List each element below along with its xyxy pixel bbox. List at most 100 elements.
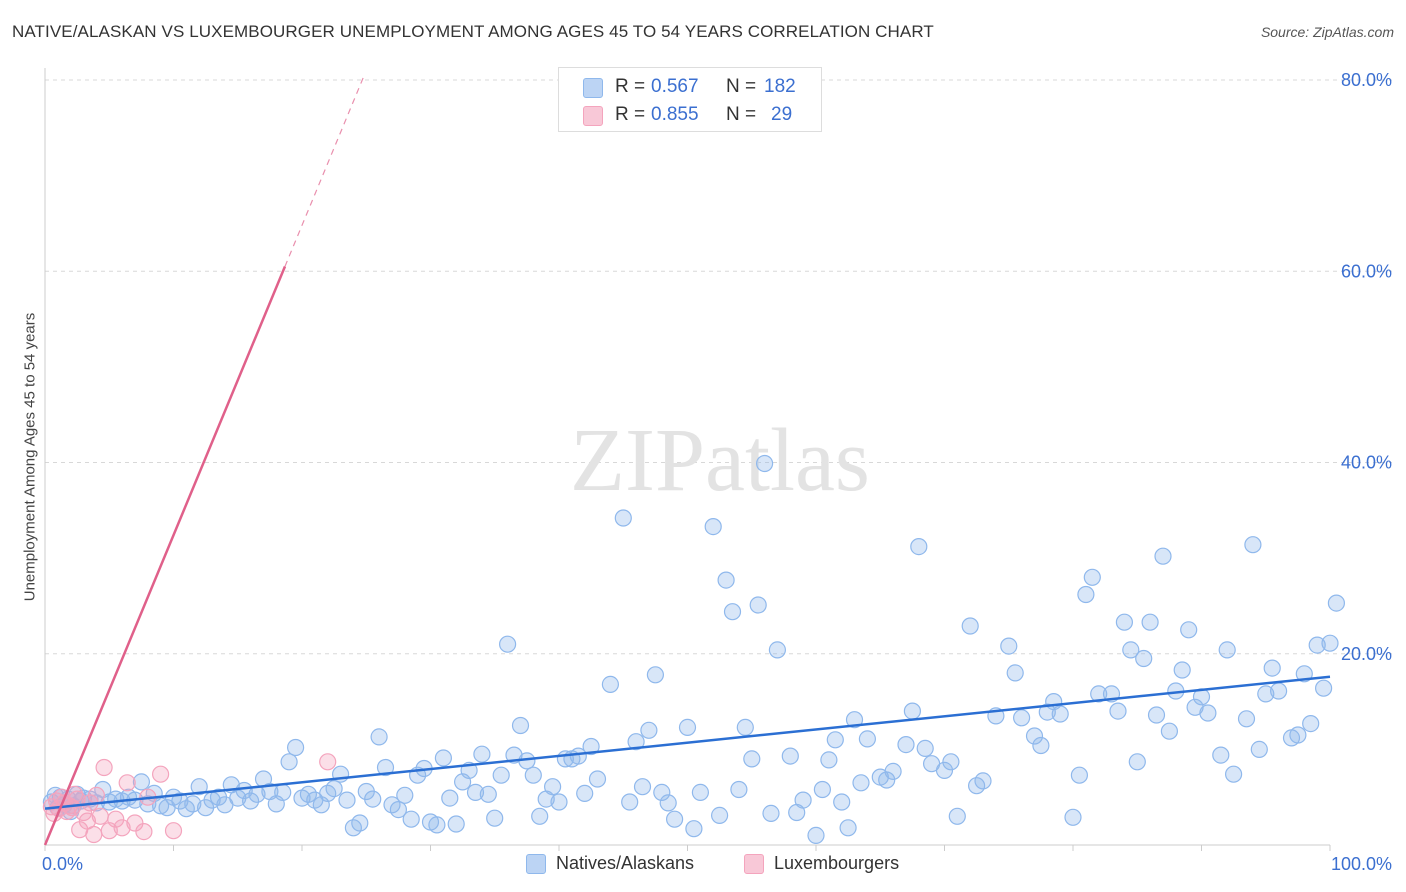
series-luxembourgers	[42, 753, 337, 844]
data-point-luxembourgers	[91, 807, 109, 825]
data-point-natives	[1218, 641, 1236, 659]
data-point-natives	[685, 820, 703, 838]
data-point-natives	[1083, 568, 1101, 586]
data-point-natives	[781, 747, 799, 765]
data-point-natives	[1289, 726, 1307, 744]
data-point-natives	[640, 721, 658, 739]
data-point-natives	[499, 635, 517, 653]
legend-n-value: 182	[764, 76, 796, 97]
data-point-natives	[1212, 746, 1230, 764]
data-point-natives	[1141, 613, 1159, 631]
legend-n-value: 29	[771, 104, 793, 125]
legend-swatch-natives	[583, 78, 603, 98]
data-point-luxembourgers	[95, 758, 113, 777]
data-point-luxembourgers	[107, 810, 125, 828]
y-tick-label: 80.0%	[1341, 70, 1392, 90]
data-point-luxembourgers	[126, 814, 144, 832]
data-point-natives	[1180, 621, 1198, 639]
data-point-natives	[1077, 585, 1095, 604]
data-point-natives	[665, 810, 684, 828]
data-point-natives	[717, 571, 735, 589]
data-point-natives	[1128, 753, 1146, 771]
legend-row-natives: R = 0.567 N = 182	[559, 72, 821, 102]
data-point-natives	[132, 773, 150, 791]
data-point-natives	[704, 517, 722, 536]
data-point-natives	[948, 807, 966, 825]
data-point-natives	[1302, 714, 1320, 733]
data-point-natives	[447, 815, 465, 833]
data-point-natives	[1160, 722, 1179, 740]
data-point-natives	[1269, 682, 1288, 700]
data-point-natives	[858, 730, 877, 748]
data-point-natives	[1070, 766, 1089, 784]
data-point-natives	[274, 783, 292, 802]
data-point-natives	[1250, 740, 1268, 759]
data-point-natives	[569, 747, 587, 765]
data-point-natives	[820, 751, 838, 769]
data-point-luxembourgers	[152, 765, 170, 783]
data-point-luxembourgers	[87, 786, 106, 804]
data-point-natives	[543, 778, 562, 796]
data-point-natives	[659, 794, 677, 812]
data-point-natives	[839, 819, 857, 837]
data-point-natives	[601, 675, 620, 694]
chart-source: Source: ZipAtlas.com	[1260, 24, 1394, 40]
data-point-natives	[1000, 637, 1018, 655]
legend-n-label: N =	[726, 104, 757, 125]
legend-swatch-luxembourgers	[583, 106, 603, 126]
data-point-natives	[242, 792, 260, 810]
data-point-luxembourgers	[113, 819, 131, 837]
legend-label-natives: Natives/Alaskans	[556, 853, 695, 873]
data-point-natives	[1012, 709, 1031, 727]
data-point-natives	[338, 791, 356, 809]
data-point-natives	[678, 718, 697, 737]
data-point-natives	[1327, 594, 1346, 612]
data-point-natives	[813, 780, 832, 799]
data-point-natives	[1257, 685, 1275, 703]
data-point-natives	[1147, 706, 1166, 724]
data-point-natives	[942, 753, 960, 771]
data-point-natives	[884, 762, 902, 781]
legend-label-luxembourgers: Luxembourgers	[774, 853, 900, 873]
data-point-natives	[1115, 613, 1134, 631]
data-point-natives	[1032, 736, 1050, 755]
data-point-natives	[935, 761, 954, 780]
data-point-natives	[1321, 634, 1339, 652]
legend-row-luxembourgers: R = 0.855 N = 29	[559, 100, 821, 130]
gridlines	[45, 79, 1392, 655]
data-point-natives	[653, 783, 671, 802]
data-point-natives	[351, 814, 369, 832]
data-point-natives	[280, 753, 298, 771]
data-point-natives	[826, 731, 844, 749]
data-point-natives	[107, 790, 125, 808]
data-point-natives	[1090, 685, 1108, 703]
data-point-natives	[550, 793, 568, 811]
tick-labels: 20.0% 40.0% 60.0% 80.0% 0.0% 100.0%	[42, 70, 1392, 874]
data-point-natives	[364, 790, 382, 808]
data-point-natives	[633, 778, 652, 796]
data-point-luxembourgers	[319, 753, 337, 771]
x-tick-label: 100.0%	[1331, 854, 1392, 874]
data-point-natives	[1006, 664, 1024, 682]
data-point-natives	[376, 758, 395, 777]
data-point-natives	[402, 810, 420, 828]
legend-r-value: 0.855	[651, 104, 699, 125]
data-point-natives	[1025, 727, 1044, 745]
data-point-natives	[730, 780, 748, 799]
data-point-natives	[396, 786, 414, 804]
data-point-natives	[903, 702, 922, 720]
data-point-natives	[1122, 641, 1140, 659]
trend-line-luxembourgers-extension	[284, 74, 365, 267]
data-point-natives	[1038, 703, 1056, 721]
data-point-natives	[743, 750, 761, 768]
data-point-natives	[511, 716, 530, 735]
data-point-natives	[749, 596, 767, 614]
data-point-natives	[1263, 659, 1281, 677]
data-point-luxembourgers	[135, 822, 153, 841]
data-point-natives	[492, 766, 510, 784]
data-point-natives	[370, 728, 388, 746]
data-point-natives	[961, 617, 979, 635]
data-point-natives	[1244, 536, 1262, 554]
data-point-natives	[762, 804, 780, 823]
